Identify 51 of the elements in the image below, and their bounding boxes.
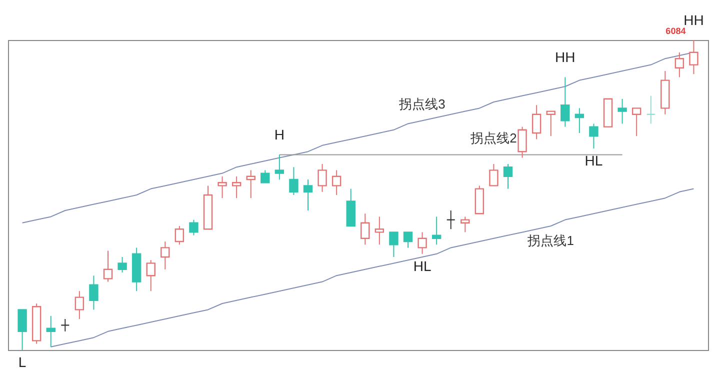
candlestick bbox=[232, 176, 242, 199]
candlestick bbox=[589, 123, 598, 149]
candlestick bbox=[460, 216, 470, 233]
candlestick bbox=[274, 154, 284, 180]
candlestick bbox=[646, 95, 656, 124]
candlestick bbox=[89, 275, 98, 310]
candlestick bbox=[560, 76, 570, 128]
candlestick bbox=[489, 164, 498, 186]
annotation: HL bbox=[413, 258, 432, 274]
candlestick bbox=[18, 309, 27, 350]
candlestick bbox=[446, 210, 456, 230]
candlestick bbox=[418, 232, 427, 254]
candlestick bbox=[546, 110, 556, 137]
candlestick bbox=[503, 164, 513, 190]
candlestick bbox=[389, 232, 398, 258]
candlestick bbox=[432, 216, 442, 246]
candlestick bbox=[574, 108, 584, 134]
candlestick bbox=[218, 176, 227, 199]
candlestick bbox=[118, 256, 127, 273]
candlestick bbox=[74, 290, 84, 320]
candlestick bbox=[532, 104, 542, 140]
candlestick bbox=[146, 260, 156, 292]
candlestick bbox=[160, 241, 170, 270]
candlestick bbox=[260, 170, 270, 184]
candlestick bbox=[60, 318, 70, 332]
candlestick bbox=[289, 166, 298, 196]
candlestick bbox=[303, 179, 313, 211]
annotation: HL bbox=[584, 152, 603, 168]
candlestick bbox=[46, 315, 56, 348]
candlestick bbox=[374, 216, 384, 246]
candlestick bbox=[632, 108, 642, 137]
candlestick bbox=[403, 232, 413, 248]
annotation: L bbox=[18, 354, 26, 370]
candlestick bbox=[103, 250, 113, 282]
annotation: HH bbox=[555, 49, 576, 66]
candlestick bbox=[518, 126, 527, 158]
text: 6084 bbox=[666, 26, 686, 36]
candlestick bbox=[246, 170, 256, 199]
series-label: 拐点线3 bbox=[398, 96, 446, 112]
candlestick bbox=[618, 98, 627, 124]
series-label: 拐点线2 bbox=[470, 130, 517, 146]
candlestick bbox=[332, 170, 342, 196]
series-label: 拐点线1 bbox=[526, 233, 574, 248]
annotation: H bbox=[274, 126, 284, 143]
annotation: HH bbox=[684, 12, 704, 28]
candlestick bbox=[360, 213, 370, 246]
candlestick bbox=[318, 164, 327, 192]
candlestick bbox=[689, 40, 698, 75]
candlestick bbox=[674, 52, 684, 78]
candlestick bbox=[174, 226, 184, 246]
candlestick bbox=[189, 219, 198, 236]
